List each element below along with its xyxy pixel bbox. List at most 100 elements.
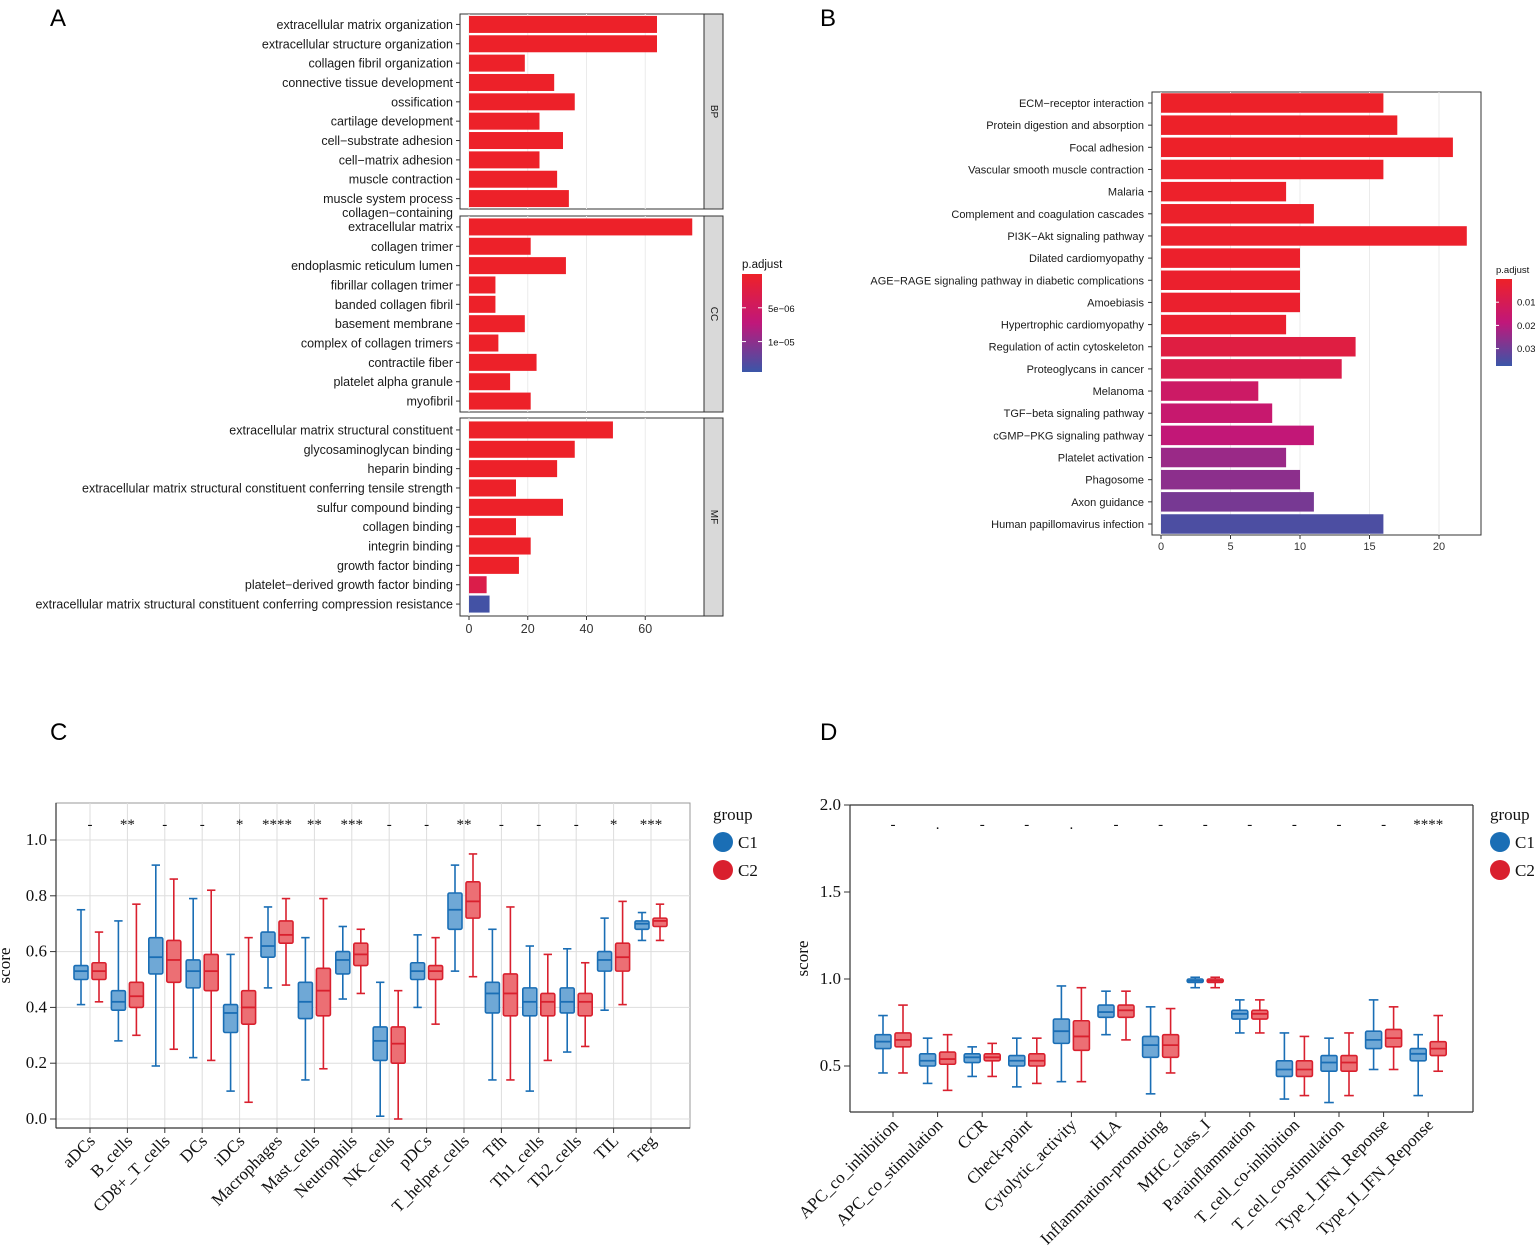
bar-complement-and-coagulation-cascades: [1161, 204, 1314, 224]
category-label: Protein digestion and absorption: [986, 120, 1144, 132]
category-label: cell−matrix adhesion: [339, 153, 453, 167]
x-tick-label: DCs: [176, 1131, 211, 1166]
category-label: Platelet activation: [1058, 453, 1144, 465]
category-label: Phagosome: [1085, 475, 1144, 487]
category-label: cartilage development: [331, 115, 454, 129]
box-mast-cells-c1: [297, 936, 314, 1081]
category-label: Complement and coagulation cascades: [951, 209, 1144, 221]
bar-extracellular-matrix-structural-constituent-conferring-compression-resistance: [469, 595, 490, 613]
bar-protein-digestion-and-absorption: [1161, 115, 1398, 135]
significance-mark: -: [88, 817, 93, 833]
box-iqr: [315, 967, 332, 1017]
significance-mark: ****: [1413, 817, 1443, 833]
legend-swatch-c2: [1490, 860, 1510, 880]
category-label: platelet−derived growth factor binding: [245, 578, 453, 592]
significance-mark: ***: [341, 817, 364, 833]
bar-collagen-fibril-organization: [469, 54, 525, 72]
box-tfh-c1: [484, 928, 501, 1081]
bar-extracellular-matrix-organization: [469, 15, 657, 33]
bar-extracellular-matrix-structural-constituent: [469, 421, 613, 439]
x-tick-label: 40: [580, 622, 594, 636]
box-iqr: [260, 931, 276, 958]
bar-pi3k-akt-signaling-pathway: [1161, 226, 1467, 246]
category-label: Vascular smooth muscle contraction: [968, 164, 1144, 176]
y-tick-label: 2.0: [820, 795, 841, 814]
box-t-cell-co-stimulation-c2: [1340, 1032, 1358, 1097]
legend-group: group C1 C2: [1490, 805, 1535, 880]
box-t-cell-co-inhibition-c1: [1275, 1032, 1294, 1100]
bar-tgf-beta-signaling-pathway: [1161, 403, 1273, 423]
y-tick-label: 1.0: [820, 969, 841, 988]
box-macrophages-c1: [260, 906, 276, 989]
category-label: ossification: [391, 95, 453, 109]
bar-glycosaminoglycan-binding: [469, 440, 575, 458]
significance-mark: -: [1114, 817, 1119, 833]
box-apc-co-inhibition-c1: [874, 1014, 892, 1074]
box-neutrophils-c2: [352, 928, 369, 995]
category-label: integrin binding: [368, 540, 453, 554]
panel-b-kegg-enrichment: ECM−receptor interaction Protein digestio…: [870, 91, 1535, 553]
bar-complex-of-collagen-trimers: [469, 334, 499, 352]
box-iqr: [539, 992, 556, 1017]
bar-collagen-trimer: [469, 237, 531, 255]
box-mast-cells-c2: [315, 897, 332, 1070]
significance-mark: -: [1158, 817, 1163, 833]
bar-dilated-cardiomyopathy: [1161, 248, 1300, 268]
significance-mark: -: [574, 817, 579, 833]
box-t-cell-co-stimulation-c1: [1320, 1037, 1338, 1104]
significance-mark: -: [536, 817, 541, 833]
category-label: Regulation of actin cytoskeleton: [989, 342, 1144, 354]
significance-mark: -: [1203, 817, 1208, 833]
x-tick-label: 0: [466, 622, 473, 636]
category-label: Malaria: [1108, 187, 1145, 199]
x-tick-label: TIL: [590, 1131, 622, 1163]
box-check-point-c2: [1028, 1037, 1046, 1085]
category-label: extracellular structure organization: [262, 37, 453, 51]
bar-cartilage-development: [469, 112, 540, 130]
box-iqr: [502, 973, 519, 1017]
legend-label-c2: C2: [738, 861, 758, 880]
box-macrophages-c2: [278, 897, 294, 986]
box-t-helper-cells-c1: [447, 864, 463, 972]
bar-collagen-containing-extracellular-matrix: [469, 218, 693, 236]
category-label: cell−substrate adhesion: [321, 134, 453, 148]
significance-mark: -: [200, 817, 205, 833]
legend-colorbar: [1496, 279, 1512, 366]
category-label: connective tissue development: [282, 76, 453, 90]
significance-mark: -: [1247, 817, 1252, 833]
category-label: collagen fibril organization: [308, 57, 453, 71]
bar-muscle-contraction: [469, 170, 558, 188]
y-tick-label: 0.5: [820, 1056, 841, 1075]
box-iqr: [110, 989, 127, 1011]
box-adcs-c2: [91, 931, 107, 1003]
x-tick-label: 60: [638, 622, 652, 636]
box-iqr: [634, 920, 650, 931]
bar-muscle-system-process: [469, 190, 569, 208]
significance-mark: **: [307, 817, 322, 833]
box-treg-c2: [652, 903, 668, 942]
category-label: extracellular matrix structural constitu…: [229, 423, 453, 437]
category-label: glycosaminoglycan binding: [304, 443, 453, 457]
legend-tick-label: 0.01: [1517, 298, 1535, 309]
category-label: myofibril: [406, 395, 453, 409]
box-iqr: [73, 964, 89, 981]
bar-focal-adhesion: [1161, 137, 1453, 158]
box-inflammation-promoting-c1: [1141, 1006, 1160, 1095]
box-iqr: [427, 964, 444, 981]
significance-mark: -: [499, 817, 504, 833]
category-label: AGE−RAGE signaling pathway in diabetic c…: [870, 275, 1144, 287]
x-tick-label: 20: [1433, 541, 1445, 553]
category-label: extracellular matrix structural constitu…: [82, 481, 453, 495]
box-th1-cells-c2: [539, 953, 556, 1062]
box-nk-cells-c2: [390, 989, 407, 1120]
plot-panel: [1151, 91, 1482, 536]
box-cd8-t-cells-c1: [148, 864, 164, 1067]
y-tick-label: 0.8: [26, 886, 47, 905]
category-label: Axon guidance: [1071, 497, 1144, 509]
box-ccr-c1: [963, 1046, 982, 1078]
box-iqr: [1141, 1035, 1160, 1059]
box-til-c1: [596, 917, 613, 1011]
box-type-ii-ifn-reponse-c1: [1409, 1033, 1427, 1097]
box-idcs-c1: [222, 953, 239, 1092]
